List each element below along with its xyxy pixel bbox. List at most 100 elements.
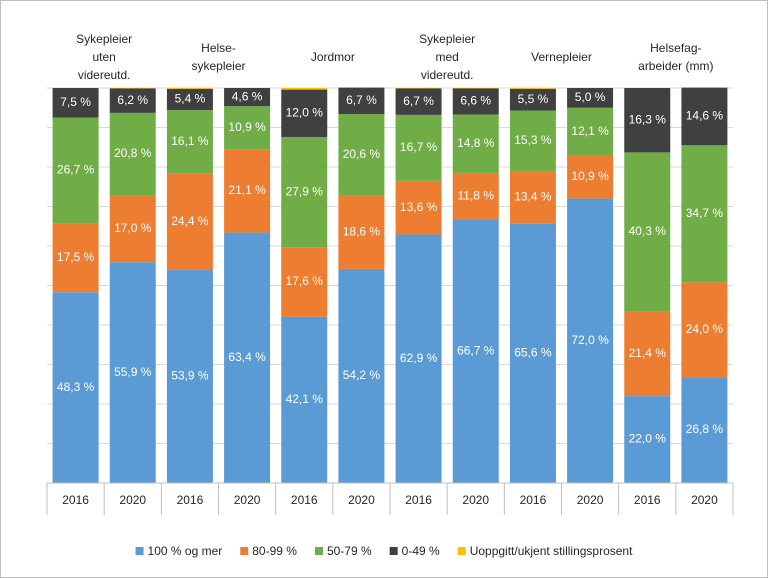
data-label: 40,3 %: [629, 224, 667, 238]
bar-segment: [224, 232, 271, 483]
data-label: 12,0 %: [286, 105, 324, 119]
bar-segment: [624, 88, 671, 153]
bar-segment: [338, 114, 385, 196]
bar-segment: [509, 88, 556, 89]
bar-segment: [681, 377, 728, 483]
x-tick-label: 2020: [348, 493, 375, 507]
bar-segment: [567, 88, 614, 108]
legend-swatch: [457, 547, 466, 555]
bar-segment: [452, 114, 499, 173]
bar-segment: [166, 88, 213, 111]
bar-segment: [281, 88, 328, 90]
data-label: 27,9 %: [286, 184, 324, 198]
group-label: Helsefag-: [650, 41, 701, 55]
data-label: 42,1 %: [286, 392, 324, 406]
group-label: Helse-: [201, 41, 236, 55]
bar-segment: [624, 152, 671, 312]
bar-segment: [338, 268, 385, 483]
bar-segment: [281, 316, 328, 483]
bar-segment: [681, 145, 728, 283]
data-label: 13,4 %: [514, 190, 552, 204]
data-label: 14,8 %: [457, 136, 495, 150]
data-label: 5,4 %: [175, 92, 206, 106]
legend-label: 80-99 %: [252, 544, 297, 558]
bar-segment: [281, 247, 328, 317]
data-label: 11,8 %: [458, 188, 495, 202]
group-label: med: [435, 50, 458, 64]
bar-segment: [452, 88, 499, 115]
data-label: 26,8 %: [686, 422, 724, 436]
data-label: 6,2 %: [117, 93, 148, 107]
bar-segment: [224, 88, 271, 107]
data-label: 21,1 %: [228, 183, 266, 197]
bar-segment: [166, 270, 213, 483]
bar-segment: [338, 87, 385, 115]
data-label: 18,6 %: [343, 224, 381, 238]
data-label: 48,3 %: [57, 380, 95, 394]
legend-label: 100 % og mer: [148, 544, 223, 558]
data-label: 6,6 %: [460, 94, 491, 108]
legend-swatch: [135, 547, 144, 555]
data-label: 17,6 %: [286, 274, 324, 288]
data-label: 22,0 %: [629, 432, 667, 446]
bar-segment: [567, 107, 614, 156]
data-label: 5,0 %: [575, 90, 606, 104]
legend-swatch: [389, 547, 398, 555]
bar-segment: [338, 195, 385, 269]
bar-segment: [624, 396, 671, 483]
bar-segment: [52, 292, 99, 483]
bar-segment: [452, 172, 499, 220]
data-label: 7,5 %: [60, 95, 91, 109]
bar-segment: [395, 114, 442, 181]
data-label: 72,0 %: [571, 333, 609, 347]
x-tick-label: 2020: [462, 493, 489, 507]
data-label: 17,0 %: [114, 221, 152, 235]
data-label: 5,5 %: [518, 92, 549, 106]
group-label: Vernepleier: [531, 50, 592, 64]
data-label: 16,1 %: [171, 134, 209, 148]
group-label: videreutd.: [78, 68, 131, 82]
data-label: 6,7 %: [403, 94, 434, 108]
bar-segment: [567, 155, 614, 199]
data-label: 13,6 %: [400, 200, 438, 214]
bar-segment: [166, 173, 213, 271]
data-label: 20,8 %: [114, 146, 152, 160]
data-label: 20,6 %: [343, 147, 381, 161]
bar-segment: [109, 112, 156, 196]
x-tick-label: 2020: [234, 493, 261, 507]
data-label: 24,4 %: [171, 214, 209, 228]
bar-segment: [109, 262, 156, 483]
legend-label: 50-79 %: [327, 544, 372, 558]
x-tick-label: 2016: [62, 493, 89, 507]
group-label: uten: [92, 50, 115, 64]
x-tick-label: 2020: [691, 493, 718, 507]
data-label: 10,9 %: [228, 120, 266, 134]
bar-segment: [109, 195, 156, 263]
x-tick-label: 2016: [634, 493, 661, 507]
data-label: 55,9 %: [114, 365, 152, 379]
data-label: 16,7 %: [400, 140, 438, 154]
bar-segment: [681, 282, 728, 378]
bar-segment: [52, 117, 99, 224]
bar-segment: [624, 311, 671, 397]
group-label: Sykepleier: [76, 32, 132, 46]
x-tick-label: 2016: [177, 493, 204, 507]
x-tick-label: 2016: [291, 493, 318, 507]
bar-segment: [281, 136, 328, 248]
x-tick-label: 2020: [577, 493, 604, 507]
data-label: 62,9 %: [400, 351, 438, 365]
x-tick-label: 2020: [119, 493, 146, 507]
data-label: 4,6 %: [232, 89, 263, 103]
bar-segment: [681, 87, 728, 146]
bar-segment: [395, 88, 442, 115]
data-label: 12,1 %: [571, 124, 609, 138]
x-tick-label: 2016: [520, 493, 547, 507]
legend-swatch: [314, 547, 323, 555]
data-label: 16,3 %: [629, 112, 667, 126]
data-label: 10,9 %: [571, 169, 609, 183]
bar-segment: [109, 88, 156, 113]
data-label: 63,4 %: [228, 350, 266, 364]
legend-label: Uoppgitt/ukjent stillingsprosent: [470, 544, 633, 558]
data-label: 54,2 %: [343, 368, 381, 382]
